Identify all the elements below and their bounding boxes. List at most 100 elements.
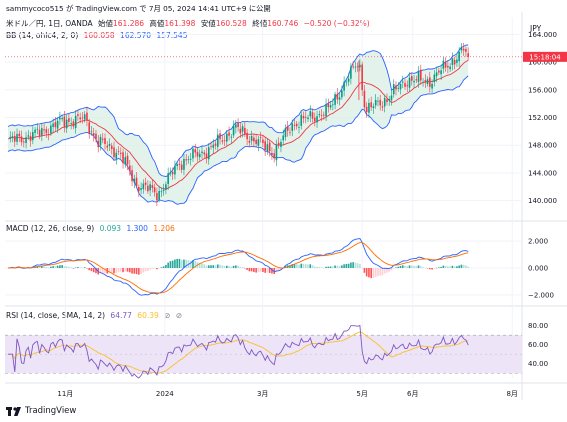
candle-body <box>180 164 183 170</box>
macd-histogram-bar <box>383 268 386 274</box>
macd-histogram-bar <box>119 268 122 272</box>
macd-histogram-bar <box>413 265 415 268</box>
macd-histogram-bar <box>397 266 400 268</box>
macd-histogram-bar <box>442 265 445 268</box>
macd-histogram-bar <box>404 265 406 268</box>
candle-body <box>462 48 465 51</box>
macd-histogram-bar <box>420 266 422 268</box>
macd-histogram-bar <box>332 266 334 268</box>
macd-tick-label: 2.000 <box>528 238 548 246</box>
candle-body <box>282 135 285 141</box>
candle-body <box>255 139 257 144</box>
rsi-extra-2: ⊘ <box>175 311 183 320</box>
candle-body <box>442 60 445 69</box>
macd-histogram-bar <box>214 265 217 268</box>
macd-histogram-bar <box>43 266 45 268</box>
candle-body <box>122 152 124 164</box>
macd-histogram-bar <box>451 265 454 268</box>
candle-body <box>106 145 109 148</box>
time-tick-label: 3月 <box>257 390 268 398</box>
bollinger-lower-line <box>7 75 469 205</box>
macd-histogram-bar <box>162 266 165 268</box>
macd-histogram-bar <box>153 268 156 269</box>
candle-body <box>424 80 427 83</box>
macd-histogram-bar <box>142 268 145 273</box>
macd-histogram-bar <box>304 264 307 268</box>
candle-body <box>426 79 429 85</box>
macd-histogram-bar <box>131 268 133 274</box>
macd-histogram-bar <box>363 268 366 273</box>
candle-body <box>433 74 436 83</box>
macd-histogram-bar <box>117 268 120 273</box>
macd-histogram-bar <box>77 267 79 268</box>
candle-body <box>250 136 253 141</box>
candle-body <box>43 129 45 131</box>
candle-body <box>65 119 68 129</box>
macd-histogram-bar <box>440 266 442 268</box>
candle-body <box>311 112 314 119</box>
candle-body <box>316 116 318 123</box>
candle-body <box>286 126 289 131</box>
macd-histogram-bar <box>138 268 140 275</box>
candle-body <box>370 102 372 108</box>
macd-histogram-bar <box>205 265 208 268</box>
macd-histogram-bar <box>462 264 465 268</box>
candle-body <box>262 139 264 144</box>
candle-body <box>86 112 88 121</box>
macd-histogram-bar <box>431 268 433 270</box>
attribution: sammycoco515 が TradingView.com で 7月 05, … <box>6 4 271 13</box>
rsi-ma-line <box>8 331 469 374</box>
candle-body <box>365 106 368 113</box>
macd-histogram-bar <box>210 265 212 268</box>
candle-body <box>268 142 271 152</box>
candle-body <box>138 187 140 192</box>
macd-histogram-bar <box>347 263 350 268</box>
macd-histogram-bar <box>345 263 348 268</box>
macd-histogram-bar <box>50 266 52 268</box>
candle-body <box>54 122 57 128</box>
macd-name: MACD (12, 26, close, 9) <box>6 224 95 233</box>
macd-histogram-bar <box>415 266 418 268</box>
macd-histogram-bar <box>329 266 332 268</box>
macd-histogram-bar <box>309 264 312 268</box>
macd-histogram-bar <box>63 266 66 268</box>
candle-body <box>264 141 266 151</box>
candle-body <box>361 64 363 91</box>
macd-histogram-bar <box>300 263 303 268</box>
macd-histogram-bar <box>167 262 169 268</box>
macd-histogram-bar <box>81 267 84 269</box>
macd-histogram-bar <box>392 268 395 269</box>
time-tick-label: 2024 <box>156 390 174 398</box>
macd-histogram-bar <box>327 266 330 268</box>
tradingview-brand: TradingView <box>6 406 76 416</box>
rsi-ma-value: 60.39 <box>137 311 159 320</box>
candle-body <box>451 58 454 65</box>
candle-body <box>435 72 438 77</box>
macd-histogram-bar <box>354 262 357 268</box>
candle-body <box>404 83 406 87</box>
candle-body <box>275 144 278 161</box>
candle-body <box>160 191 163 193</box>
candle-body <box>289 132 291 134</box>
price-tick-label: 160.000 <box>528 59 557 67</box>
macd-histogram-bar <box>230 266 233 268</box>
last-price-countdown: 15:18:04 <box>529 53 561 61</box>
macd-histogram-bar <box>361 267 363 269</box>
candle-body <box>27 135 30 137</box>
macd-histogram-bar <box>262 268 264 272</box>
macd-histogram-bar <box>253 268 255 272</box>
candle-body <box>228 132 230 136</box>
macd-histogram-bar <box>259 268 262 272</box>
symbol-legend: 米ドル／円, 1日, OANDA 始値161.286 高値161.398 安値1… <box>6 19 373 29</box>
candle-body <box>149 184 151 191</box>
candle-body <box>9 136 12 139</box>
candle-body <box>221 140 224 142</box>
macd-line <box>7 238 469 296</box>
macd-histogram-bar <box>334 265 336 268</box>
macd-histogram-bar <box>72 268 75 269</box>
candle-body <box>56 120 59 129</box>
price-tick-label: 156.000 <box>528 86 557 94</box>
candle-body <box>438 70 440 73</box>
macd-histogram-bar <box>406 266 409 268</box>
